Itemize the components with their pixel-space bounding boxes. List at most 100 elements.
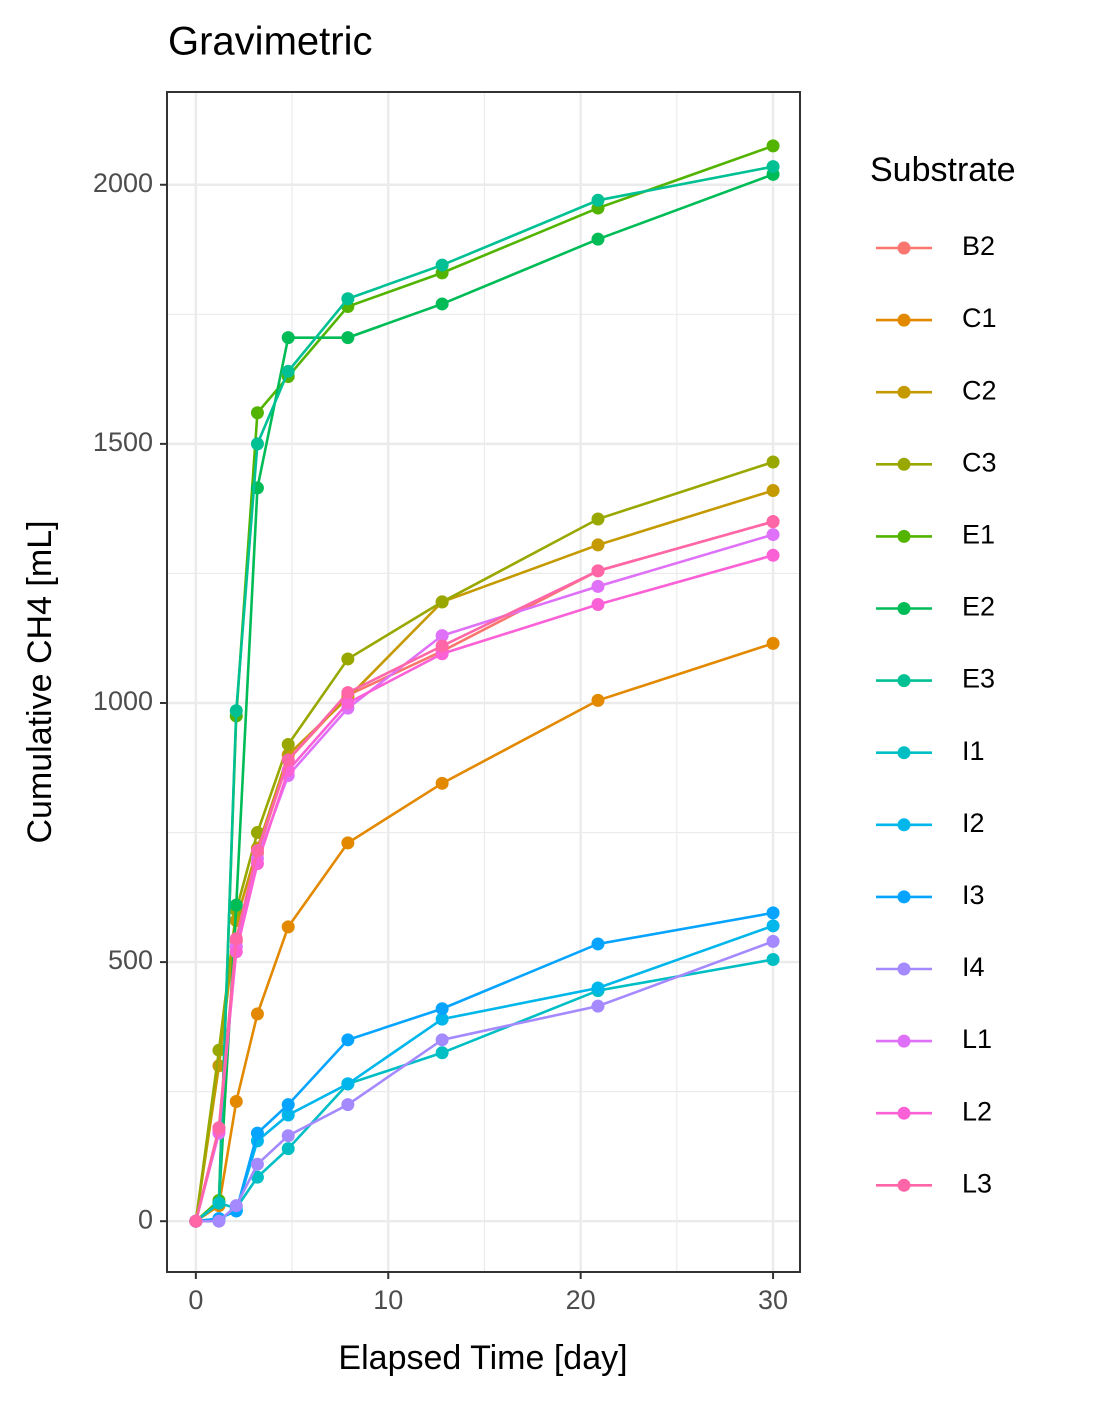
data-point <box>435 1012 449 1026</box>
data-point <box>281 1098 295 1112</box>
data-point <box>341 1033 355 1047</box>
legend-key-point <box>897 890 911 904</box>
data-point <box>212 1043 226 1057</box>
legend-label: L2 <box>962 1096 992 1126</box>
legend-label: I3 <box>962 880 985 910</box>
chart-title: Gravimetric <box>168 20 372 64</box>
data-point <box>435 297 449 311</box>
data-point <box>250 1007 264 1021</box>
legend-key-point <box>897 746 911 760</box>
data-point <box>250 1126 264 1140</box>
data-point <box>341 836 355 850</box>
data-point <box>591 512 605 526</box>
legend-label: I1 <box>962 736 985 766</box>
data-point <box>766 919 780 933</box>
data-point <box>229 704 243 718</box>
data-point <box>250 844 264 858</box>
legend-key-point <box>897 1106 911 1120</box>
legend-label: L3 <box>962 1168 992 1198</box>
data-point <box>435 776 449 790</box>
data-point <box>591 232 605 246</box>
data-point <box>591 579 605 593</box>
data-point <box>435 1002 449 1016</box>
data-point <box>766 548 780 562</box>
data-point <box>250 826 264 840</box>
data-point <box>341 652 355 666</box>
y-tick-label: 500 <box>108 945 153 975</box>
data-point <box>250 437 264 451</box>
data-point <box>591 538 605 552</box>
data-point <box>229 898 243 912</box>
legend-key-point <box>897 1178 911 1192</box>
legend-label: E1 <box>962 520 995 550</box>
data-point <box>435 639 449 653</box>
legend-label: I2 <box>962 808 985 838</box>
x-axis-title: Elapsed Time [day] <box>338 1339 627 1377</box>
legend-key-point <box>897 385 911 399</box>
data-point <box>281 753 295 767</box>
data-point <box>766 160 780 174</box>
legend-key-point <box>897 457 911 471</box>
legend-label: E2 <box>962 592 995 622</box>
legend-key-point <box>897 529 911 543</box>
x-tick-label: 30 <box>758 1285 788 1315</box>
data-point <box>341 1077 355 1091</box>
x-tick-label: 20 <box>566 1285 596 1315</box>
plot-border <box>166 91 801 1273</box>
data-point <box>250 406 264 420</box>
legend-title: Substrate <box>870 151 1016 189</box>
data-point <box>229 932 243 946</box>
data-point <box>212 1121 226 1135</box>
y-axis-title: Cumulative CH4 [mL] <box>21 520 59 843</box>
data-point <box>435 629 449 643</box>
data-point <box>766 139 780 153</box>
legend-key-point <box>897 962 911 976</box>
data-point <box>766 484 780 498</box>
x-tick-label: 10 <box>373 1285 403 1315</box>
legend-key-point <box>897 313 911 327</box>
data-point <box>341 292 355 306</box>
data-point <box>229 1095 243 1109</box>
data-point <box>591 564 605 578</box>
legend-label: I4 <box>962 952 985 982</box>
data-point <box>435 1046 449 1060</box>
legend-label: C1 <box>962 303 997 333</box>
data-point <box>189 1214 203 1228</box>
data-point <box>341 1098 355 1112</box>
data-point <box>766 906 780 920</box>
y-tick-label: 0 <box>138 1204 153 1234</box>
legend-label: E3 <box>962 664 995 694</box>
data-point <box>591 981 605 995</box>
legend-label: C3 <box>962 447 997 477</box>
data-point <box>281 1129 295 1143</box>
data-point <box>591 999 605 1013</box>
legend-key-point <box>897 674 911 688</box>
y-tick-label: 2000 <box>93 168 153 198</box>
data-point <box>766 934 780 948</box>
data-point <box>766 636 780 650</box>
data-point <box>766 515 780 529</box>
data-point <box>591 193 605 207</box>
data-point <box>229 1199 243 1213</box>
legend-key-point <box>897 241 911 255</box>
data-point <box>435 258 449 272</box>
data-point <box>435 1033 449 1047</box>
data-point <box>591 693 605 707</box>
data-point <box>766 528 780 542</box>
data-point <box>766 455 780 469</box>
y-tick-label: 1500 <box>93 427 153 457</box>
data-point <box>281 920 295 934</box>
data-point <box>341 696 355 710</box>
data-point <box>281 364 295 378</box>
legend-key-point <box>897 1034 911 1048</box>
data-point <box>281 331 295 345</box>
legend-key-point <box>897 602 911 615</box>
data-point <box>435 595 449 609</box>
data-point <box>212 1214 226 1228</box>
data-point <box>591 937 605 951</box>
data-point <box>766 953 780 967</box>
legend-label: C2 <box>962 375 997 405</box>
data-point <box>281 737 295 751</box>
data-point <box>250 1157 264 1171</box>
